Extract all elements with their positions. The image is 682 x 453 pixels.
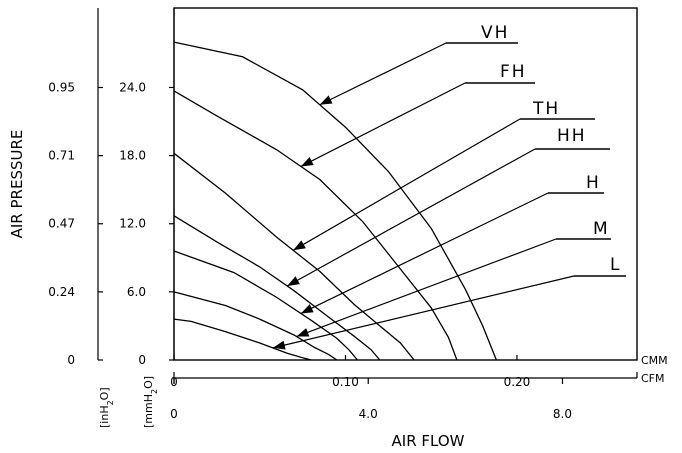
curve-hh xyxy=(173,215,381,361)
callout-label-fh: FH xyxy=(500,62,527,82)
mmh2o-unit-label: [mmH2O] xyxy=(142,376,159,428)
y-axis-title: AIR PRESSURE xyxy=(8,130,26,239)
curve-vh xyxy=(173,41,498,361)
callout-label-vh: VH xyxy=(481,23,509,43)
callout-leader-m xyxy=(296,238,557,338)
inh2o-tick-label: 0.95 xyxy=(48,80,75,94)
plot-frame xyxy=(173,7,638,361)
callout-label-m: M xyxy=(593,219,610,239)
callout-leader-th xyxy=(292,118,521,251)
cfm-tick-label: 8.0 xyxy=(553,407,572,421)
callout-label-th: TH xyxy=(532,99,560,119)
x-axis-title: AIR FLOW xyxy=(392,432,465,450)
curve-l xyxy=(173,318,312,361)
callout-arrowhead-th xyxy=(293,240,306,251)
curves-layer xyxy=(173,41,498,361)
callout-leader-vh xyxy=(319,42,447,106)
mmh2o-tick-label: 18.0 xyxy=(119,149,146,163)
callout-leader-fh xyxy=(300,82,466,168)
callout-leader-hh xyxy=(286,148,536,287)
mmh2o-tick-label: 0 xyxy=(138,353,146,367)
callout-arrowhead-vh xyxy=(319,95,333,105)
inh2o-tick-label: 0.24 xyxy=(48,285,75,299)
cfm-unit-label: CFM xyxy=(641,372,665,385)
cfm-tick-label: 4.0 xyxy=(359,407,378,421)
mmh2o-tick-label: 6.0 xyxy=(127,285,146,299)
mmh2o-tick-label: 12.0 xyxy=(119,217,146,231)
curve-m xyxy=(173,291,338,361)
inh2o-tick-label: 0 xyxy=(67,353,75,367)
callout-arrowhead-l xyxy=(272,340,286,350)
curve-fh xyxy=(173,90,458,361)
inh2o-tick-label: 0.71 xyxy=(48,149,75,163)
cmm-unit-label: CMM xyxy=(641,354,668,367)
callout-arrowhead-h xyxy=(300,304,314,314)
cfm-tick-label: 0 xyxy=(170,407,178,421)
callout-arrowhead-m xyxy=(296,328,310,337)
inh2o-unit-label: [inH2O] xyxy=(98,387,115,428)
callout-leader-h xyxy=(300,192,549,314)
callout-label-hh: HH xyxy=(557,126,587,146)
callout-arrowhead-hh xyxy=(287,276,300,286)
callout-arrowhead-fh xyxy=(300,157,314,167)
curve-h xyxy=(173,250,358,361)
cmm-tick-label: 0.10 xyxy=(332,375,359,389)
inh2o-tick-label: 0.47 xyxy=(48,217,75,231)
curve-th xyxy=(173,152,415,361)
ticks-layer: 0 0 6.0 0.24 12.0 0.47 18.0 0.71 24.0 0.95 0 0.10 0.… xyxy=(48,80,572,421)
callout-label-l: L xyxy=(610,255,621,275)
cmm-tick-label: 0.20 xyxy=(504,375,531,389)
mmh2o-tick-label: 24.0 xyxy=(119,80,146,94)
callout-label-h: H xyxy=(586,173,601,193)
callout-leader-l xyxy=(272,275,575,349)
